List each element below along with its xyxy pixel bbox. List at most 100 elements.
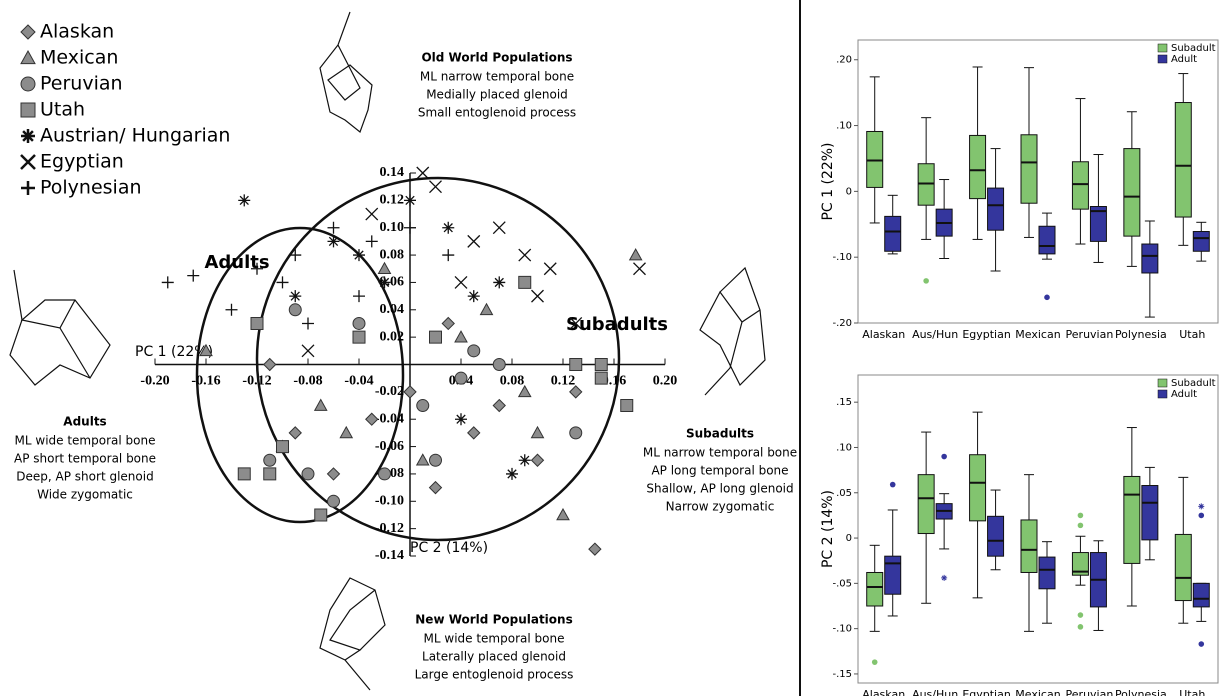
point [379, 468, 391, 480]
point [238, 194, 250, 206]
point [532, 290, 544, 302]
point [455, 413, 467, 425]
note-title: New World Populations [415, 613, 572, 627]
x-tick-label: Utah [1179, 688, 1205, 696]
point [570, 427, 582, 439]
x-tick-label: Alaskan [862, 328, 905, 341]
box [988, 516, 1004, 556]
point [468, 290, 480, 302]
box [1142, 244, 1158, 273]
point [519, 454, 531, 466]
point [455, 276, 467, 288]
skull-top [320, 12, 372, 132]
point [468, 427, 480, 439]
point [289, 290, 301, 302]
point [251, 317, 263, 329]
point [630, 249, 642, 260]
x-axis-label: PC 1 (22%) [135, 344, 213, 360]
point [404, 222, 416, 234]
x-tick-label: Polynesia [1115, 328, 1167, 341]
point [353, 317, 365, 329]
point [442, 249, 454, 261]
note-line: Wide zygomatic [37, 488, 133, 502]
y-tick-label: -.10 [832, 624, 852, 635]
point [519, 276, 531, 288]
x-tick-label: Mexican [1015, 688, 1060, 696]
y-tick-label: -0.06 [375, 439, 404, 454]
point [289, 304, 301, 316]
outlier [1198, 641, 1204, 647]
box [970, 135, 986, 198]
y-tick-label: .10 [836, 121, 852, 132]
plot-frame [858, 375, 1218, 683]
point [353, 290, 365, 302]
x-tick-label: -0.16 [191, 374, 220, 389]
outlier [1078, 612, 1084, 618]
point [493, 400, 505, 412]
skull-left [10, 270, 110, 385]
point [289, 249, 301, 261]
y-tick-label: 0 [846, 533, 852, 544]
y-tick-label: 0.08 [380, 247, 405, 262]
point [366, 235, 378, 247]
point [264, 359, 276, 371]
legend-label: Peruvian [40, 73, 123, 95]
point [264, 468, 276, 480]
legend-swatch [1158, 379, 1167, 387]
x-tick-label: Peruvian [1066, 328, 1114, 341]
y-tick-label: .20 [836, 55, 852, 66]
x-tick-label: Aus/Hun [912, 688, 958, 696]
legend-label: Mexican [40, 47, 118, 69]
legend-label: Egyptian [40, 151, 124, 173]
note-line: ML wide temporal bone [424, 632, 565, 646]
y-axis-label: PC 1 (22%) [820, 142, 836, 220]
box [1175, 534, 1191, 600]
point [493, 222, 505, 234]
outlier [1198, 513, 1204, 519]
x-tick-label: Egyptian [962, 328, 1011, 341]
note-title: Adults [63, 415, 106, 429]
point [589, 543, 601, 555]
point [366, 208, 378, 220]
figure: Adults Subadults PC 1 (22%) PC 2 (14%) -… [0, 0, 1221, 696]
y-tick-label: -0.12 [375, 521, 404, 536]
outlier [1078, 624, 1084, 630]
y-tick-label: -.15 [832, 669, 852, 680]
y-tick-label: 0.14 [380, 165, 405, 180]
extreme [941, 575, 947, 581]
y-axis-label: PC 2 (14%) [410, 540, 488, 556]
box [1193, 583, 1209, 607]
legend-label: Adult [1171, 389, 1197, 400]
note-title: Old World Populations [421, 51, 572, 65]
point [481, 304, 493, 315]
extreme [1198, 503, 1204, 509]
point [417, 454, 429, 465]
y-axis-label: PC 2 (14%) [820, 490, 836, 568]
legend-marker [21, 155, 35, 169]
x-tick-label: Egyptian [962, 688, 1011, 696]
note-line: Small entoglenoid process [418, 106, 576, 120]
point [340, 427, 352, 438]
box [1175, 103, 1191, 218]
point [353, 331, 365, 343]
point [187, 270, 199, 282]
y-tick-label: -0.04 [375, 411, 404, 426]
point [302, 317, 314, 329]
x-tick-label: -0.20 [140, 374, 169, 389]
box [918, 475, 934, 534]
point [289, 427, 301, 439]
point [557, 509, 569, 520]
y-tick-label: -.10 [832, 252, 852, 263]
note-line: ML wide temporal bone [15, 434, 156, 448]
box [1124, 149, 1140, 237]
point [430, 331, 442, 343]
y-tick-label: -0.02 [375, 384, 404, 399]
plot-frame [858, 40, 1218, 323]
y-tick-label: 0.02 [380, 329, 405, 344]
legend-marker [21, 103, 35, 117]
legend-marker [21, 51, 35, 64]
box [1142, 486, 1158, 540]
x-tick-label: Alaskan [862, 688, 905, 696]
x-tick-label: 0.12 [551, 374, 576, 389]
x-tick-label: -0.04 [344, 374, 373, 389]
